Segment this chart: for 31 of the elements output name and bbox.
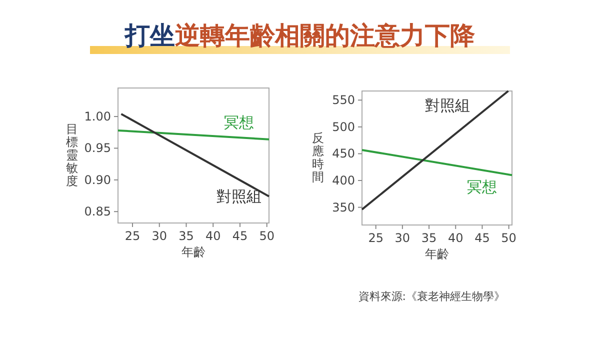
series-label: 對照組 bbox=[425, 96, 470, 114]
y-tick-label: 0.90 bbox=[84, 172, 111, 187]
x-axis-title: 年齡 bbox=[425, 247, 449, 261]
y-axis-title: 目標靈敏度 bbox=[66, 122, 78, 188]
series-label: 冥想 bbox=[224, 114, 254, 132]
chart-title: 打坐逆轉年齡相關的注意力下降 bbox=[125, 21, 475, 50]
y-tick-label: 500 bbox=[332, 120, 355, 134]
x-tick-label: 50 bbox=[259, 229, 274, 243]
x-tick-label: 40 bbox=[205, 229, 221, 243]
y-tick-label: 0.95 bbox=[84, 141, 111, 156]
y-tick-label: 400 bbox=[332, 174, 355, 188]
source-note: 資料來源:《衰老神經生物學》 bbox=[358, 290, 505, 303]
x-tick-label: 25 bbox=[368, 231, 384, 245]
y-tick-label: 0.85 bbox=[84, 204, 111, 219]
x-tick-label: 25 bbox=[124, 229, 140, 243]
x-tick-label: 50 bbox=[501, 231, 516, 245]
x-tick-label: 45 bbox=[232, 229, 248, 243]
series-label: 冥想 bbox=[467, 178, 497, 196]
x-tick-label: 30 bbox=[152, 229, 168, 243]
x-tick-label: 45 bbox=[474, 231, 490, 245]
y-tick-label: 350 bbox=[332, 200, 355, 214]
x-tick-label: 40 bbox=[448, 231, 464, 245]
y-tick-label: 1.00 bbox=[84, 110, 111, 124]
x-tick-label: 30 bbox=[394, 231, 410, 245]
series-label: 對照組 bbox=[216, 188, 262, 206]
y-tick-label: 450 bbox=[332, 146, 355, 161]
y-tick-label: 550 bbox=[332, 93, 355, 108]
x-tick-label: 35 bbox=[421, 231, 437, 245]
x-tick-label: 35 bbox=[178, 229, 194, 243]
y-axis-title: 反應時間 bbox=[312, 131, 324, 184]
x-axis-title: 年齡 bbox=[182, 245, 206, 259]
